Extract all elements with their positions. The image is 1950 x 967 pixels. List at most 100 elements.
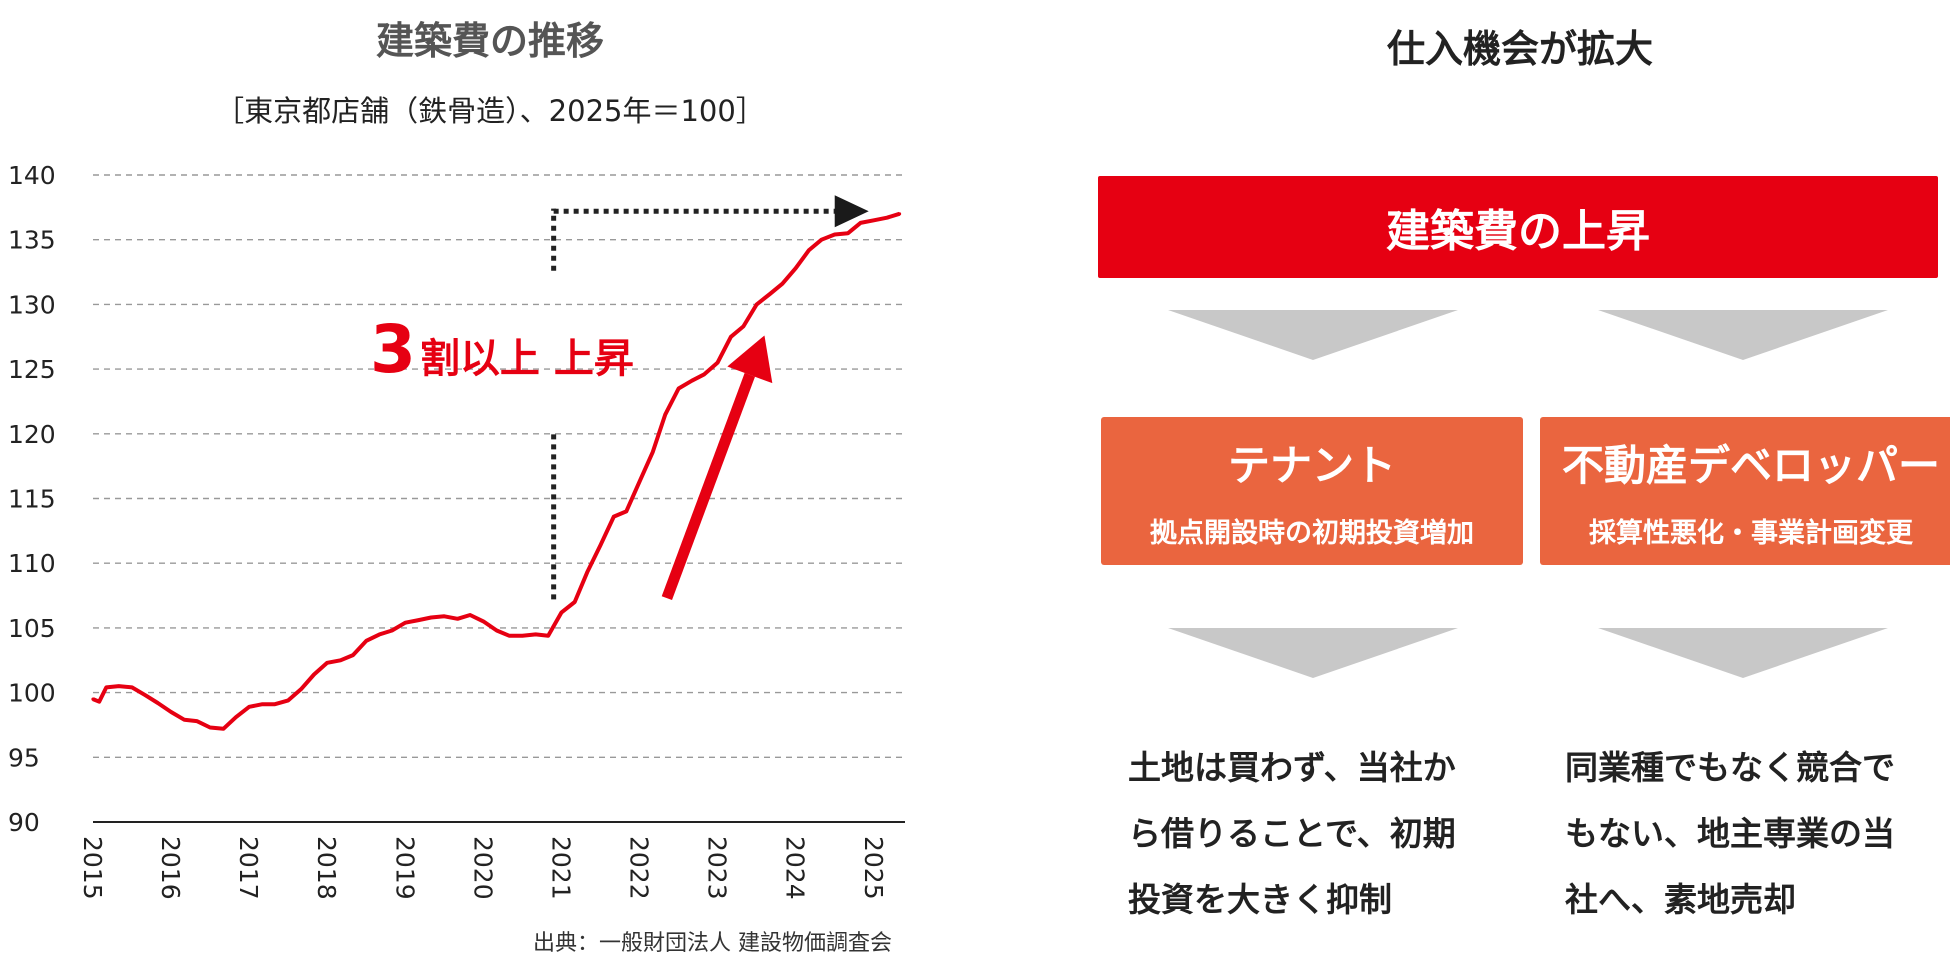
- developer-outcome-line: 社へ、素地売却: [1565, 880, 1796, 919]
- data-point: [741, 324, 745, 328]
- data-point: [768, 292, 772, 296]
- data-point: [807, 248, 811, 252]
- data-point: [885, 216, 889, 220]
- data-point: [260, 702, 265, 706]
- data-point: [612, 515, 616, 519]
- tenant-outcome-line: ら借りることで、初期: [1128, 814, 1456, 853]
- data-point: [312, 672, 316, 677]
- down-triangle-3: [1168, 628, 1458, 678]
- data-point: [858, 221, 863, 225]
- y-tick-label: 135: [8, 226, 56, 255]
- x-tick-label: 2017: [234, 836, 263, 900]
- data-point: [338, 658, 343, 662]
- tenant-outcome-line: 投資を大きく抑制: [1128, 880, 1392, 919]
- x-tick-label: 2021: [546, 836, 575, 900]
- data-point: [846, 231, 850, 235]
- down-triangle-4: [1598, 628, 1888, 678]
- data-point: [598, 543, 603, 547]
- data-point: [690, 379, 694, 383]
- y-tick-label: 100: [8, 679, 56, 708]
- data-point: [182, 718, 186, 722]
- data-point: [104, 685, 108, 690]
- data-point: [247, 705, 251, 709]
- developer-title: 不動産デベロッパー: [1561, 441, 1940, 490]
- data-point: [833, 232, 837, 237]
- data-point: [468, 613, 472, 617]
- data-point: [234, 715, 238, 719]
- x-tick-label: 2023: [703, 836, 732, 900]
- data-point: [273, 702, 277, 706]
- data-point: [156, 701, 160, 705]
- data-point: [520, 634, 525, 638]
- data-point: [91, 697, 95, 701]
- construction-cost-rise-box: 建築費の上昇: [1098, 176, 1938, 278]
- y-tick-label: 115: [8, 485, 56, 514]
- y-tick-label: 90: [8, 808, 40, 837]
- x-tick-label: 2025: [859, 836, 888, 900]
- x-tick-label: 2024: [781, 836, 810, 900]
- developer-box: 不動産デベロッパー 採算性悪化・事業計画変更: [1540, 417, 1950, 565]
- red-box-label: 建築費の上昇: [1386, 206, 1650, 257]
- data-point: [442, 614, 446, 618]
- data-point: [637, 480, 642, 484]
- data-point: [286, 698, 290, 702]
- tenant-outcome-text: 土地は買わず、当社か ら借りることで、初期 投資を大きく抑制: [1128, 735, 1508, 933]
- data-point: [716, 361, 720, 365]
- data-point: [676, 386, 681, 391]
- developer-outcome-text: 同業種でもなく競合で もない、地主専業の当 社へ、素地売却: [1565, 735, 1945, 933]
- line-chart: 90 95 100 105 110 115 120 125 130 135 140 2015 2016 2…: [8, 161, 905, 900]
- data-point: [143, 693, 147, 697]
- developer-sub: 採算性悪化・事業計画変更: [1589, 518, 1913, 549]
- data-point: [534, 632, 538, 636]
- developer-outcome-line: 同業種でもなく競合で: [1565, 748, 1895, 787]
- tenant-box: テナント 拠点開設時の初期投資増加: [1101, 417, 1523, 565]
- y-tick-label: 105: [8, 614, 56, 643]
- data-point: [794, 266, 798, 270]
- data-point: [481, 619, 485, 624]
- data-point: [819, 238, 824, 242]
- y-tick-label: 110: [8, 549, 56, 578]
- trend-arrow-head: [727, 335, 773, 384]
- rise-annotation: 3 割以上 上昇: [370, 311, 634, 388]
- data-point: [390, 628, 394, 633]
- dotted-arrow-head: [834, 195, 869, 228]
- right-title: 仕入機会が拡大: [1386, 27, 1653, 71]
- data-point: [117, 684, 121, 688]
- tenant-outcome-line: 土地は買わず、当社か: [1128, 748, 1456, 787]
- data-point: [729, 335, 733, 339]
- data-point: [624, 509, 628, 514]
- tenant-sub: 拠点開設時の初期投資増加: [1150, 518, 1474, 549]
- chart-subtitle: ［東京都店舗（鉄骨造）、2025年＝100］: [215, 94, 765, 128]
- y-tick-label: 95: [8, 743, 40, 772]
- data-point: [585, 570, 589, 574]
- x-tick-label: 2016: [156, 836, 185, 900]
- data-point: [377, 632, 382, 636]
- trend-arrow-shaft: [661, 372, 755, 601]
- y-tick-label: 125: [8, 355, 56, 384]
- data-point: [364, 639, 368, 643]
- x-tick-label: 2020: [468, 836, 497, 900]
- y-tick-label: 130: [8, 290, 56, 319]
- data-point: [325, 661, 329, 665]
- data-point: [559, 610, 564, 614]
- data-point: [755, 302, 759, 306]
- data-point: [780, 282, 785, 286]
- down-triangle-1: [1168, 310, 1458, 360]
- down-triangle-2: [1598, 310, 1888, 360]
- data-point: [403, 621, 407, 625]
- data-point: [130, 685, 134, 690]
- data-point: [351, 653, 355, 657]
- x-tick-label: 2015: [78, 836, 107, 900]
- data-point: [195, 719, 199, 723]
- data-point: [546, 634, 550, 638]
- data-point: [97, 700, 101, 704]
- data-point: [573, 600, 577, 604]
- tenant-title: テナント: [1227, 441, 1396, 490]
- x-tick-label: 2019: [390, 836, 419, 900]
- data-point: [299, 687, 304, 691]
- data-point: [456, 617, 460, 621]
- y-tick-label: 120: [8, 420, 56, 449]
- data-point: [169, 710, 173, 714]
- chart-title: 建築費の推移: [375, 19, 604, 63]
- data-point: [208, 725, 212, 730]
